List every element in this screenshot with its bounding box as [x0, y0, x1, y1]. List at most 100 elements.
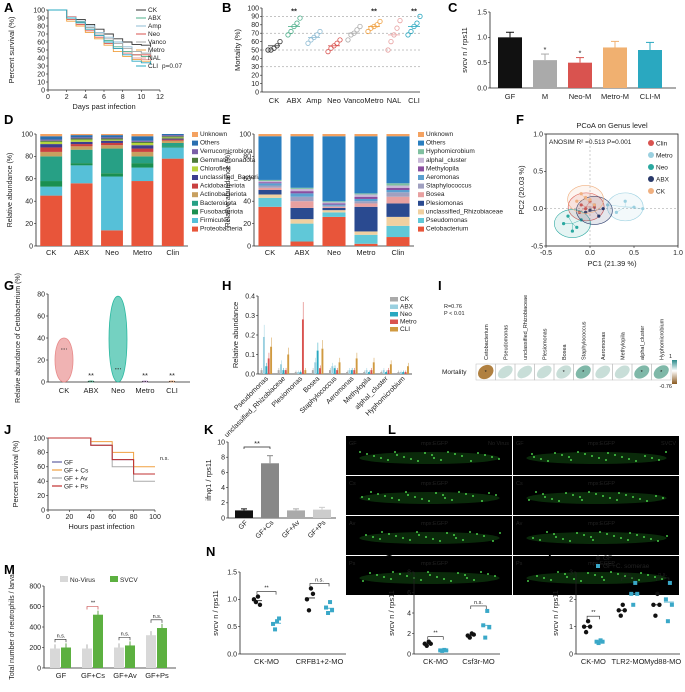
significance-mark: n.s.: [474, 600, 483, 606]
stack-segment: [70, 165, 93, 184]
neutrophil-signal: [566, 576, 568, 578]
x-axis-title: PC1 (21.39 %): [587, 259, 637, 268]
neutrophil-signal: [632, 496, 634, 498]
legend-swatch: [418, 200, 424, 206]
bar: [603, 47, 627, 88]
neutrophil-signal: [379, 538, 381, 540]
x-axis-title: Hours past infection: [68, 522, 134, 531]
neutrophil-signal: [547, 460, 549, 462]
sample-point: [632, 205, 636, 209]
sample-point: [562, 222, 566, 226]
neutrophil-signal: [446, 532, 448, 534]
bar: [385, 372, 388, 374]
panel-i: R=0.76P < 0.01 Mortality Cetobacterium * Pse…: [442, 295, 677, 390]
y-tick-label: 400: [29, 624, 41, 631]
neutrophil-signal: [544, 496, 546, 498]
gf-point: [585, 619, 591, 624]
stack-segment: [354, 196, 378, 199]
stack-segment: [131, 140, 154, 142]
neutrophil-signal: [562, 538, 564, 540]
legend-label: No-Virus: [70, 577, 96, 584]
stack-segment: [322, 201, 346, 203]
stack-segment: [101, 230, 123, 246]
legend-swatch: [192, 200, 198, 206]
significance-bracket: [243, 446, 271, 449]
neutrophil-signal: [572, 494, 574, 496]
row-label: GF: [516, 441, 524, 447]
survival-line-cli: [48, 9, 151, 64]
neutrophil-signal: [561, 454, 563, 456]
bar: [368, 372, 370, 374]
category-label: CK: [265, 248, 275, 257]
neutrophil-signal: [390, 578, 392, 580]
legend-swatch: [418, 149, 424, 155]
legend-label: ABX: [656, 177, 670, 184]
category-label: Neo: [327, 96, 341, 105]
bar: [338, 362, 341, 374]
y-tick-label: 90: [251, 14, 259, 21]
neutrophil-signal: [416, 531, 418, 533]
neutrophil-signal: [628, 458, 630, 460]
y-tick-label: 1.0: [533, 131, 543, 138]
y-tick-label: 0: [247, 243, 251, 250]
column-label: Plesiomonas: [542, 328, 548, 360]
legend-label: GF + Ps: [64, 483, 89, 490]
sample-point: [623, 199, 627, 203]
stack-segment: [386, 216, 410, 226]
stack-segment: [386, 203, 410, 217]
bar: [382, 370, 385, 374]
neutrophil-signal: [598, 457, 600, 459]
y-tick-label: 6: [221, 470, 225, 477]
neutrophil-signal: [580, 580, 582, 582]
y-tick-label: 40: [37, 55, 45, 62]
neutrophil-signal: [477, 452, 479, 454]
neutrophil-signal: [570, 459, 572, 461]
stack-segment: [40, 141, 63, 145]
legend-swatch: [418, 175, 424, 180]
data-point: [414, 20, 420, 26]
y-tick-label: 800: [29, 583, 41, 590]
y-tick-label: 100: [247, 5, 259, 12]
y-tick-label: 20: [37, 71, 45, 78]
neutrophil-signal: [461, 455, 463, 457]
legend-swatch: [418, 209, 424, 215]
gf-point: [467, 635, 472, 640]
stack-segment: [354, 136, 378, 194]
neutrophil-signal: [402, 537, 404, 539]
legend-label: Aeromonas: [426, 174, 460, 181]
bar: [319, 368, 321, 374]
stack-segment: [131, 167, 154, 182]
legend-swatch: [390, 319, 398, 324]
neutrophil-signal: [531, 453, 533, 455]
legend-swatch: [192, 132, 198, 137]
neutrophil-signal: [491, 456, 493, 458]
data-point: [357, 23, 363, 30]
y-tick-label: 0.2: [245, 332, 255, 339]
neutrophil-signal: [429, 574, 431, 576]
category-label: Myd88-MO: [644, 657, 681, 666]
y-tick-label: 1.0: [477, 35, 487, 42]
bar: [61, 647, 71, 668]
neutrophil-signal: [658, 459, 660, 461]
significance-bracket: [470, 605, 487, 609]
legend-label: GF: [603, 555, 612, 562]
neutrophil-signal: [603, 579, 605, 581]
neutrophil-signal: [650, 538, 652, 540]
y-tick-label: 70: [251, 31, 259, 38]
category-label: TLR2-MO: [612, 657, 645, 666]
survival-line: [48, 437, 155, 475]
bar: [389, 364, 392, 374]
legend-swatch: [648, 188, 654, 194]
column-label: Bosea: [562, 343, 568, 360]
stat-r: R=0.76: [444, 304, 462, 310]
legend-label: Firmicutes: [200, 217, 231, 224]
legend-swatch: [110, 576, 118, 582]
significance-bracket: [656, 577, 670, 581]
legend-swatch: [390, 312, 398, 317]
correlation-ellipse: [517, 365, 533, 379]
stack-segment: [290, 219, 314, 224]
data-point: [337, 37, 343, 43]
y-tick-label: 600: [29, 604, 41, 611]
category-label: CK-MO: [254, 657, 279, 666]
neutrophil-signal: [616, 499, 618, 501]
